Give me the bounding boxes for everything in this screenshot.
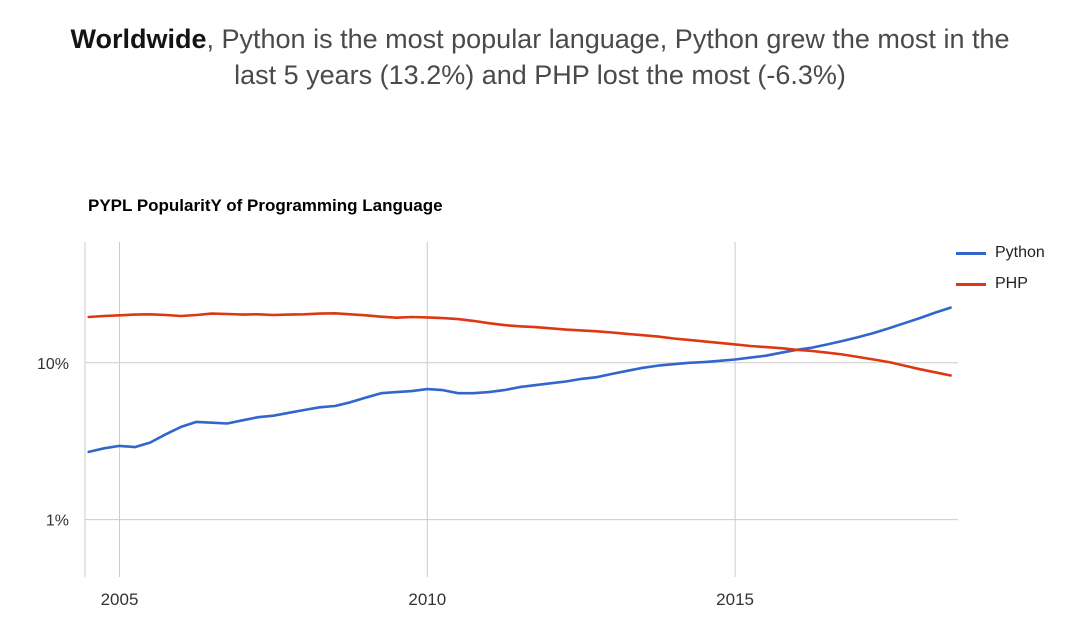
page-title: Worldwide, Python is the most popular la… [70,22,1010,93]
x-tick-label: 2010 [408,590,446,609]
legend-label: PHP [995,275,1028,292]
legend-label: Python [995,244,1045,261]
series-line-python [87,306,952,454]
legend-item-python: Python [956,244,1045,262]
x-tick-label: 2015 [716,590,754,609]
y-tick-label: 10% [37,356,69,373]
legend-item-php: PHP [956,275,1045,293]
headline-rest: , Python is the most popular language, P… [206,24,1010,90]
headline-bold: Worldwide [70,24,207,54]
x-tick-label: 2005 [101,590,139,609]
y-tick-label: 1% [46,513,69,530]
legend: Python PHP [956,244,1045,293]
legend-swatch [956,282,986,286]
chart-svg: 10% 1% 2005 2010 2015 [37,242,958,609]
series-line-php [87,312,952,377]
legend-swatch [956,251,986,255]
chart-title: PYPL PopularitY of Programming Language [88,196,443,215]
